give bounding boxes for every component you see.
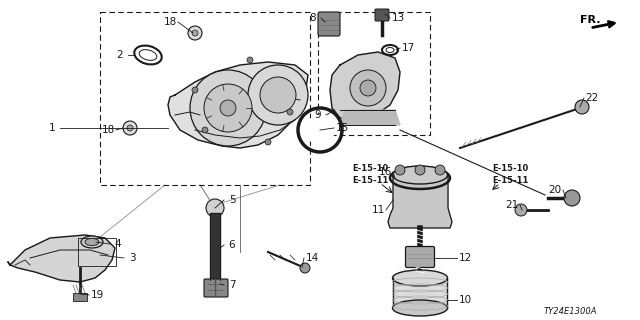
- Text: 12: 12: [458, 253, 472, 263]
- Text: 18: 18: [163, 17, 177, 27]
- Circle shape: [204, 84, 252, 132]
- Text: 22: 22: [586, 93, 598, 103]
- Ellipse shape: [85, 238, 99, 245]
- Circle shape: [395, 165, 405, 175]
- Circle shape: [287, 109, 293, 115]
- Circle shape: [192, 30, 198, 36]
- Circle shape: [206, 199, 224, 217]
- Polygon shape: [393, 278, 447, 308]
- Ellipse shape: [140, 50, 157, 60]
- Circle shape: [220, 100, 236, 116]
- Text: 9: 9: [315, 110, 321, 120]
- Circle shape: [247, 57, 253, 63]
- Text: 17: 17: [401, 43, 415, 53]
- Text: E-15-10: E-15-10: [492, 164, 528, 172]
- Circle shape: [190, 70, 266, 146]
- Text: 3: 3: [129, 253, 135, 263]
- Text: 16: 16: [378, 167, 392, 177]
- Text: 13: 13: [392, 13, 404, 23]
- Ellipse shape: [398, 171, 442, 185]
- Text: 2: 2: [116, 50, 124, 60]
- Text: 14: 14: [305, 253, 319, 263]
- Circle shape: [360, 80, 376, 96]
- Bar: [100, 12, 310, 185]
- Circle shape: [350, 70, 386, 106]
- Circle shape: [188, 26, 202, 40]
- Circle shape: [248, 65, 308, 125]
- Text: 21: 21: [506, 200, 518, 210]
- Ellipse shape: [81, 236, 103, 248]
- Text: 4: 4: [115, 239, 122, 249]
- FancyBboxPatch shape: [375, 9, 389, 21]
- Circle shape: [202, 127, 208, 133]
- FancyBboxPatch shape: [406, 246, 435, 268]
- Ellipse shape: [392, 270, 447, 286]
- Text: E-15-10: E-15-10: [352, 164, 388, 172]
- Circle shape: [515, 204, 527, 216]
- Text: 8: 8: [310, 13, 316, 23]
- Circle shape: [575, 100, 589, 114]
- Text: 18: 18: [101, 125, 115, 135]
- Text: 15: 15: [335, 123, 349, 133]
- Circle shape: [192, 87, 198, 93]
- Text: 6: 6: [228, 240, 236, 250]
- Circle shape: [123, 121, 137, 135]
- Text: 10: 10: [458, 295, 472, 305]
- FancyBboxPatch shape: [318, 12, 340, 36]
- Text: 1: 1: [49, 123, 55, 133]
- Circle shape: [127, 125, 133, 131]
- Text: FR.: FR.: [580, 15, 600, 25]
- Text: 19: 19: [90, 290, 104, 300]
- Ellipse shape: [392, 300, 447, 316]
- Polygon shape: [388, 175, 452, 228]
- Bar: [318, 12, 430, 135]
- Text: 11: 11: [371, 205, 385, 215]
- Circle shape: [300, 263, 310, 273]
- Polygon shape: [168, 62, 308, 148]
- Circle shape: [435, 165, 445, 175]
- Text: E-15-11: E-15-11: [352, 175, 388, 185]
- Polygon shape: [8, 235, 115, 282]
- FancyBboxPatch shape: [204, 279, 228, 297]
- Ellipse shape: [386, 47, 394, 52]
- Circle shape: [564, 190, 580, 206]
- Text: TY24E1300A: TY24E1300A: [543, 308, 596, 316]
- Ellipse shape: [392, 166, 447, 184]
- Text: 7: 7: [228, 280, 236, 290]
- Circle shape: [265, 139, 271, 145]
- Circle shape: [260, 77, 296, 113]
- Circle shape: [305, 115, 335, 145]
- Polygon shape: [330, 52, 400, 120]
- Circle shape: [415, 165, 425, 175]
- Text: 5: 5: [228, 195, 236, 205]
- Text: E-15-11: E-15-11: [492, 175, 528, 185]
- Bar: [73, 293, 87, 301]
- Text: 20: 20: [548, 185, 561, 195]
- Polygon shape: [340, 110, 400, 125]
- Bar: [78, 238, 116, 266]
